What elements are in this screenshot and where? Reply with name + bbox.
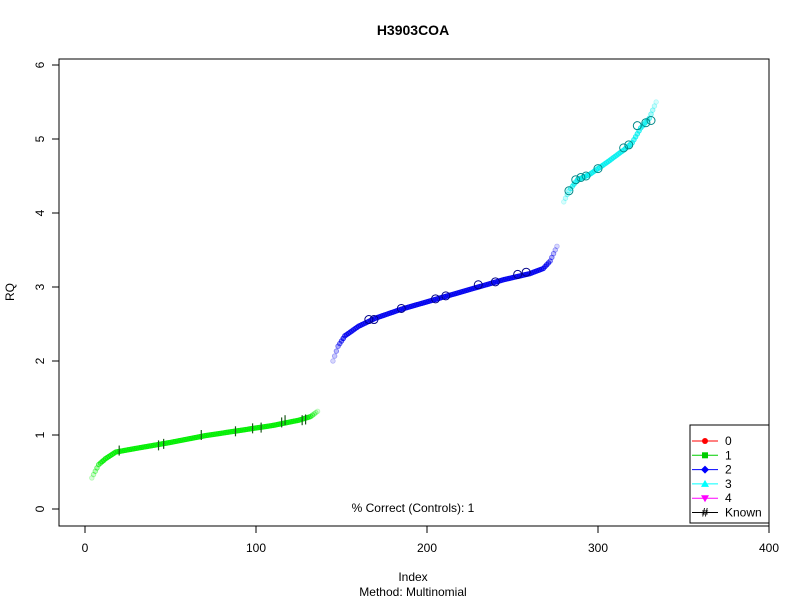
data-points-layer (89, 99, 659, 481)
data-point (561, 199, 567, 205)
data-point (653, 99, 659, 105)
known-marker (581, 171, 591, 181)
legend-label: 3 (725, 477, 732, 491)
known-marker (641, 118, 651, 128)
known-marker (396, 303, 406, 313)
known-marker (632, 121, 642, 131)
legend-label: 4 (725, 491, 732, 505)
known-marker (364, 315, 374, 325)
chart-title: H3903COA (377, 22, 449, 38)
percent-correct-annotation: % Correct (Controls): 1 (352, 501, 475, 515)
known-marker (441, 291, 451, 301)
known-marker (490, 277, 500, 287)
y-tick-label: 1 (33, 431, 47, 438)
legend-item-4: 4 (692, 491, 732, 505)
known-marker (369, 315, 379, 325)
legend-item-1: 1 (692, 448, 732, 462)
y-tick-label: 0 (33, 505, 47, 512)
legend-item-known: # Known (692, 506, 762, 520)
data-point (309, 412, 316, 418)
data-point (330, 358, 336, 364)
known-marker (473, 280, 483, 290)
known-marker (564, 186, 574, 196)
known-marker (619, 143, 629, 153)
y-axis: 0 1 2 3 4 5 6 (33, 61, 60, 512)
known-marker (571, 175, 581, 185)
data-point (549, 254, 555, 261)
data-point (333, 348, 340, 354)
legend-marker-hash: # (702, 506, 709, 520)
series-3 (561, 99, 659, 205)
known-marker (513, 269, 523, 279)
data-point (311, 411, 317, 417)
x-tick-label: 200 (417, 541, 437, 555)
y-tick-label: 4 (33, 209, 47, 216)
known-marker (624, 140, 634, 150)
legend-item-2: 2 (692, 463, 732, 477)
data-point (313, 409, 319, 416)
x-tick-label: 100 (246, 541, 266, 555)
y-tick-label: 3 (33, 283, 47, 290)
known-marker (431, 294, 441, 304)
legend-marker-circle (702, 438, 708, 444)
plot-area-frame (58, 58, 770, 527)
known-marker (576, 172, 586, 182)
legend-label: Known (725, 506, 762, 520)
legend-marker-triangle-down (701, 495, 709, 503)
legend-label: 0 (725, 434, 732, 448)
legend-item-0: 0 (692, 434, 732, 448)
data-point (552, 247, 558, 253)
series-2 (330, 243, 560, 364)
data-point (562, 195, 569, 201)
method-subtitle: Method: Multinomial (359, 585, 466, 599)
data-point (90, 471, 97, 478)
legend-marker-square (702, 452, 708, 459)
x-tick-label: 300 (588, 541, 608, 555)
known-marker (593, 164, 603, 174)
y-tick-label: 2 (33, 357, 47, 364)
y-axis-label: RQ (3, 283, 17, 301)
x-axis: 0 100 200 300 400 (82, 525, 779, 555)
x-axis-label: Index (398, 570, 427, 584)
known-marker (521, 267, 531, 277)
x-tick-label: 0 (82, 541, 89, 555)
y-tick-label: 6 (33, 61, 47, 68)
data-point (314, 408, 321, 415)
known-marker (646, 116, 656, 125)
legend-marker-triangle (701, 479, 709, 487)
data-point (554, 243, 560, 249)
y-tick-label: 5 (33, 135, 47, 142)
data-point (331, 353, 338, 359)
known-markers-layer (118, 116, 656, 456)
data-point (651, 103, 658, 109)
data-point (89, 475, 95, 481)
legend-item-3: 3 (692, 477, 732, 491)
legend-marker-diamond (701, 465, 709, 474)
x-tick-label: 400 (759, 541, 779, 555)
data-point (650, 107, 656, 113)
data-point (550, 250, 557, 257)
legend-label: 1 (725, 448, 732, 462)
legend-label: 2 (725, 463, 732, 477)
